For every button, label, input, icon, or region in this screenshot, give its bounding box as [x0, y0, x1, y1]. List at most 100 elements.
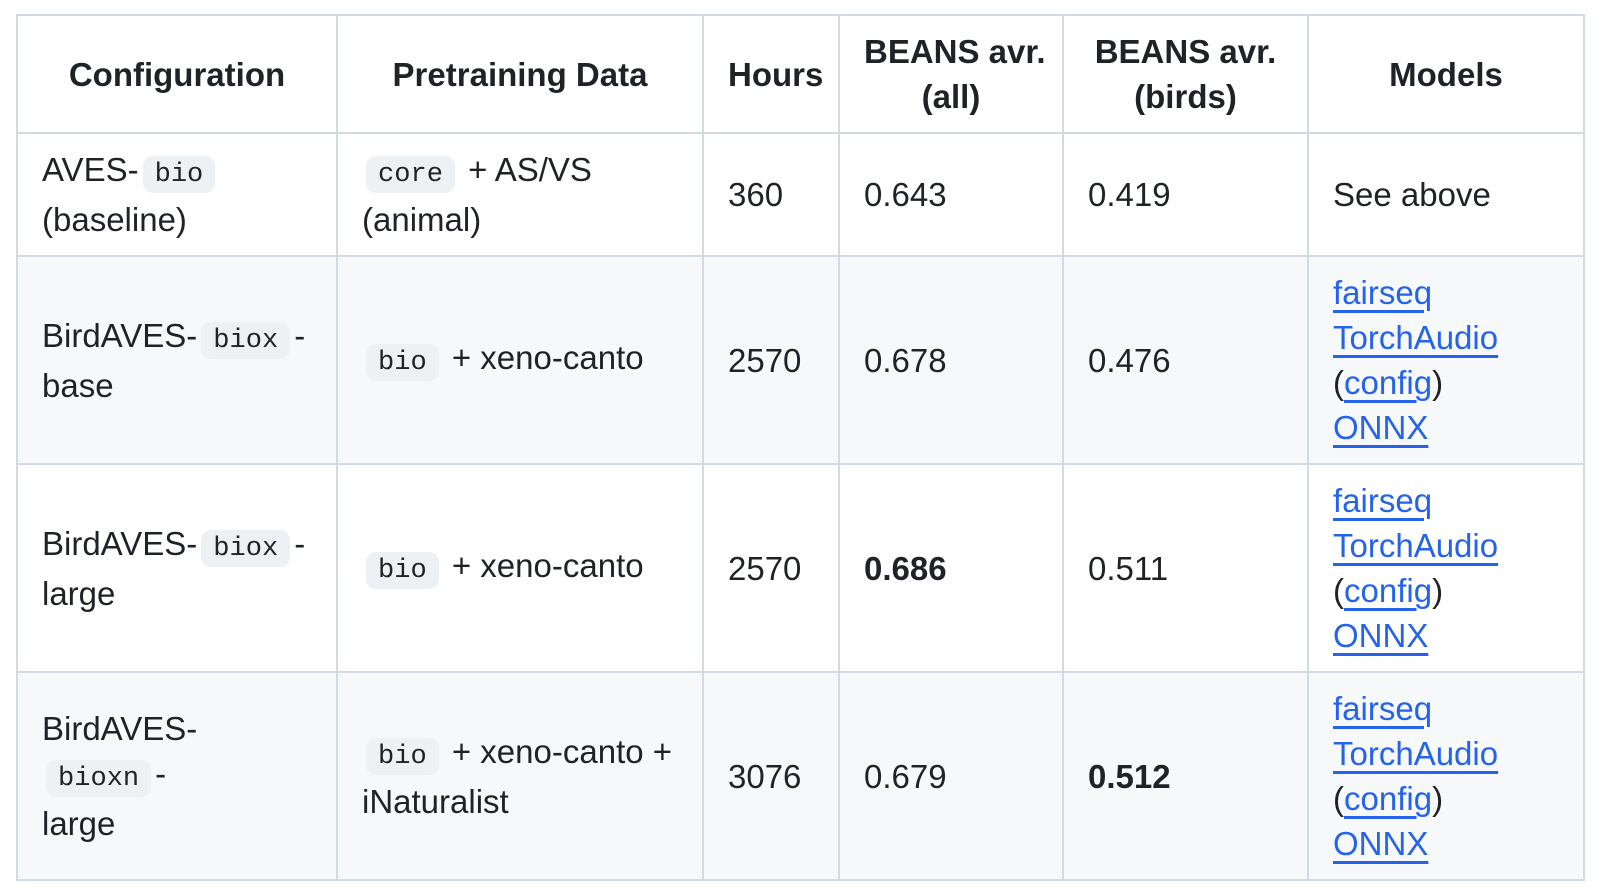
table-body: AVES-bio (baseline) core + AS/VS (animal) 36… [16, 132, 1585, 881]
cell-text: 0.679 [864, 757, 947, 795]
cell-configuration: BirdAVES-bioxn - large [16, 671, 338, 881]
fairseq-link[interactable]: fairseq [1333, 690, 1433, 727]
cell-text: 0.511 [1088, 549, 1169, 587]
cell-text: base [42, 366, 114, 404]
inline-code-chip: bio [366, 737, 439, 775]
cell-text: ) [1432, 364, 1444, 401]
cell-text: 0.678 [864, 341, 947, 379]
column-header-beans-avr-birds: BEANS avr. (birds) [1062, 14, 1309, 134]
onnx-link[interactable]: ONNX [1333, 409, 1429, 446]
cell-text: - [294, 524, 306, 562]
cell-text: See above [1333, 176, 1491, 213]
onnx-link[interactable]: ONNX [1333, 825, 1429, 862]
cell-beans-avr-all: 0.679 [838, 671, 1064, 881]
fairseq-link[interactable]: fairseq [1333, 482, 1433, 519]
cell-pretraining-data: bio + xeno-canto [336, 463, 704, 673]
cell-text: large [42, 805, 116, 842]
inline-code-chip: bio [366, 344, 439, 381]
config-link[interactable]: config [1344, 364, 1433, 401]
cell-text: + xeno-canto + [442, 732, 673, 770]
column-header-pretraining-data: Pretraining Data [336, 14, 704, 134]
cell-text: BirdAVES- [42, 524, 198, 562]
column-header-label: BEANS avr. [1094, 33, 1277, 70]
cell-hours: 360 [702, 132, 840, 257]
cell-hours: 3076 [702, 671, 840, 881]
config-link[interactable]: config [1344, 572, 1433, 609]
column-header-label: BEANS avr. [864, 33, 1046, 70]
cell-text: (animal) [362, 201, 482, 238]
bold-value: 0.512 [1088, 757, 1171, 795]
cell-pretraining-data: bio + xeno-canto [336, 255, 704, 465]
torchaudio-link[interactable]: TorchAudio [1333, 527, 1499, 564]
column-header-label: (all) [921, 78, 981, 115]
cell-pretraining-data: core + AS/VS (animal) [336, 132, 704, 257]
models-benchmark-table: Configuration Pretraining Data Hours BEANS … [16, 14, 1585, 881]
cell-beans-avr-all: 0.678 [838, 255, 1064, 465]
cell-text: ( [1333, 572, 1344, 609]
cell-beans-avr-birds: 0.512 [1062, 671, 1309, 881]
cell-configuration: BirdAVES-biox - base [16, 255, 338, 465]
column-header-models: Models [1307, 14, 1585, 134]
inline-code-chip: biox [201, 321, 291, 359]
column-header-label: Pretraining Data [392, 55, 648, 93]
cell-text: 0.476 [1088, 341, 1171, 379]
cell-text: 3076 [728, 757, 802, 795]
column-header-configuration: Configuration [16, 14, 338, 134]
bold-value: 0.686 [864, 549, 947, 587]
cell-text: ( [1333, 364, 1344, 401]
cell-text: ) [1432, 572, 1444, 609]
torchaudio-link[interactable]: TorchAudio [1333, 319, 1499, 356]
inline-code-chip: bioxn [46, 760, 152, 797]
cell-text: 360 [728, 176, 784, 213]
column-header-label: Hours [728, 55, 824, 93]
fairseq-link[interactable]: fairseq [1333, 274, 1433, 311]
cell-text: - [294, 316, 306, 354]
cell-models: See above [1307, 132, 1585, 257]
column-header-beans-avr-all: BEANS avr. (all) [838, 14, 1064, 134]
torchaudio-link[interactable]: TorchAudio [1333, 735, 1499, 772]
cell-text: + xeno-canto [442, 339, 644, 376]
cell-text: AVES- [42, 151, 139, 188]
cell-beans-avr-birds: 0.511 [1062, 463, 1309, 673]
cell-pretraining-data: bio + xeno-canto + iNaturalist [336, 671, 704, 881]
cell-configuration: BirdAVES-biox - large [16, 463, 338, 673]
cell-text: 0.643 [864, 176, 947, 213]
cell-beans-avr-all: 0.643 [838, 132, 1064, 257]
cell-text: ( [1333, 780, 1344, 817]
cell-text: - [155, 755, 167, 792]
cell-text: BirdAVES- [42, 710, 198, 747]
config-link[interactable]: config [1344, 780, 1433, 817]
header-row: Configuration Pretraining Data Hours BEANS … [16, 14, 1585, 134]
column-header-hours: Hours [702, 14, 840, 134]
table-header-row: Configuration Pretraining Data Hours BEANS … [16, 14, 1585, 134]
inline-code-chip: bio [142, 156, 216, 193]
column-header-label: Configuration [68, 55, 286, 93]
cell-models: fairseq TorchAudio (config) ONNX [1307, 463, 1585, 673]
cell-beans-avr-birds: 0.476 [1062, 255, 1309, 465]
cell-text: ) [1432, 780, 1444, 817]
onnx-link[interactable]: ONNX [1333, 617, 1429, 654]
cell-text: large [42, 574, 116, 612]
cell-beans-avr-all: 0.686 [838, 463, 1064, 673]
inline-code-chip: core [366, 156, 455, 193]
cell-text: BirdAVES- [42, 316, 198, 354]
table-row: BirdAVES-bioxn - large bio + xeno-canto + iN… [16, 671, 1585, 881]
table-row: AVES-bio (baseline) core + AS/VS (animal) 36… [16, 132, 1585, 257]
cell-configuration: AVES-bio (baseline) [16, 132, 338, 257]
cell-text: 0.419 [1088, 176, 1171, 213]
inline-code-chip: bio [366, 552, 439, 589]
table-row: BirdAVES-biox - base bio + xeno-canto 2570 0.… [16, 255, 1585, 465]
table-row: BirdAVES-biox - large bio + xeno-canto 2570 0… [16, 463, 1585, 673]
cell-models: fairseq TorchAudio (config) ONNX [1307, 671, 1585, 881]
column-header-label: (birds) [1134, 78, 1237, 115]
cell-models: fairseq TorchAudio (config) ONNX [1307, 255, 1585, 465]
cell-text: 2570 [728, 549, 802, 587]
cell-hours: 2570 [702, 463, 840, 673]
cell-text: iNaturalist [362, 782, 509, 820]
cell-text: + AS/VS [458, 151, 592, 188]
inline-code-chip: biox [201, 529, 291, 567]
cell-hours: 2570 [702, 255, 840, 465]
cell-beans-avr-birds: 0.419 [1062, 132, 1309, 257]
column-header-label: Models [1389, 55, 1503, 93]
